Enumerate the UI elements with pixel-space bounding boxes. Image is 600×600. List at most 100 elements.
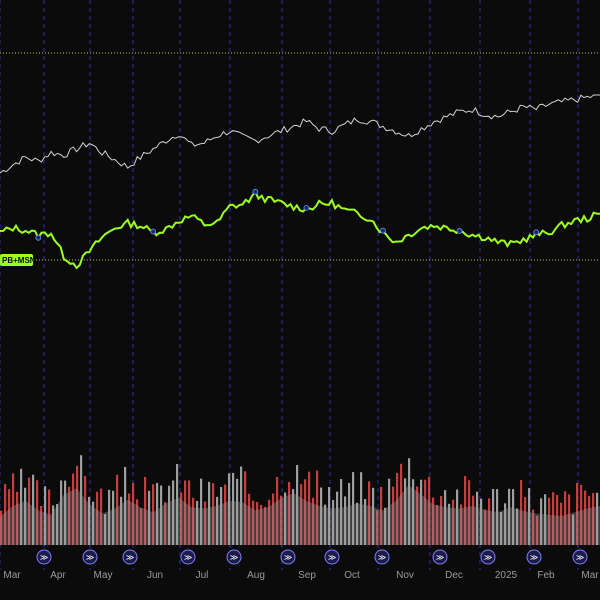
volume-bar-107 — [428, 476, 431, 545]
volume-bar-76 — [304, 479, 307, 545]
volume-bar-67 — [268, 499, 271, 545]
series-line-primary — [0, 94, 600, 174]
x-tick-label-12: Mar — [581, 570, 599, 581]
volume-bar-75 — [300, 484, 303, 545]
volume-bar-71 — [284, 492, 287, 545]
volume-bar-38 — [152, 484, 155, 545]
volume-bar-141 — [564, 491, 567, 545]
volume-bar-1 — [4, 484, 7, 545]
event-marker-label-7: ≫ — [378, 553, 386, 562]
volume-bar-94 — [376, 510, 379, 545]
event-marker-label-11: ≫ — [576, 553, 584, 562]
volume-bar-21 — [84, 476, 87, 545]
x-tick-label-11: Feb — [537, 570, 555, 581]
volume-bar-10 — [40, 506, 43, 545]
x-tick-label-5: Aug — [247, 570, 265, 581]
volume-bar-53 — [212, 483, 215, 545]
volume-bar-12 — [48, 489, 51, 545]
volume-bar-90 — [360, 472, 363, 545]
volume-bar-114 — [456, 489, 459, 545]
volume-bar-74 — [296, 465, 299, 545]
volume-bar-142 — [568, 494, 571, 545]
volume-bar-112 — [448, 503, 451, 545]
volume-bar-57 — [228, 473, 231, 545]
volume-bar-120 — [480, 498, 483, 545]
volume-bar-109 — [436, 504, 439, 545]
event-marker-4 — [226, 549, 242, 565]
volume-bar-19 — [76, 465, 79, 545]
volume-bar-146 — [584, 490, 587, 545]
volume-bar-51 — [204, 501, 207, 545]
volume-bar-122 — [488, 498, 491, 545]
volume-bar-99 — [396, 472, 399, 545]
volume-bar-15 — [60, 480, 63, 545]
volume-bar-69 — [276, 477, 279, 545]
series-marker-3 — [303, 204, 310, 211]
volume-bar-79 — [316, 470, 319, 545]
volume-bar-50 — [200, 478, 203, 545]
volume-bar-63 — [252, 500, 255, 545]
x-tick-label-6: Sep — [298, 570, 316, 581]
event-marker-label-4: ≫ — [230, 553, 238, 562]
volume-bar-14 — [56, 504, 59, 545]
volume-bar-5 — [20, 468, 23, 545]
volume-bar-30 — [120, 496, 123, 545]
volume-bar-81 — [324, 504, 327, 545]
volume-bar-136 — [544, 494, 547, 545]
volume-bar-16 — [64, 480, 67, 545]
event-marker-label-0: ≫ — [40, 553, 48, 562]
series-marker-0 — [35, 234, 42, 241]
volume-bar-133 — [532, 509, 535, 545]
volume-bar-111 — [444, 490, 447, 545]
volume-bar-130 — [520, 479, 523, 545]
series-marker-2 — [252, 188, 259, 195]
volume-bar-134 — [536, 515, 539, 545]
x-tick-label-0: Mar — [3, 570, 21, 581]
series-marker-1 — [150, 228, 157, 235]
volume-bar-110 — [440, 496, 443, 545]
volume-bar-137 — [548, 497, 551, 545]
x-tick-label-3: Jun — [147, 570, 163, 581]
volume-bar-68 — [272, 493, 275, 545]
event-marker-11 — [572, 549, 588, 565]
volume-bar-86 — [344, 496, 347, 545]
volume-bar-87 — [348, 482, 351, 545]
volume-bar-108 — [432, 497, 435, 545]
volume-bar-138 — [552, 492, 555, 545]
x-tick-label-7: Oct — [344, 570, 360, 581]
volume-bar-36 — [144, 476, 147, 545]
volume-bar-82 — [328, 487, 331, 545]
volume-bar-4 — [16, 491, 19, 545]
volume-bar-64 — [256, 502, 259, 545]
volume-bar-46 — [184, 480, 187, 545]
event-marker-8 — [432, 549, 448, 565]
volume-bar-129 — [516, 508, 519, 545]
event-marker-7 — [374, 549, 390, 565]
volume-bar-3 — [12, 473, 15, 545]
volume-bar-125 — [500, 512, 503, 545]
volume-bar-98 — [392, 486, 395, 545]
volume-bar-88 — [352, 472, 355, 545]
event-marker-5 — [280, 549, 296, 565]
volume-bar-25 — [100, 488, 103, 545]
volume-bar-144 — [576, 483, 579, 545]
volume-bar-73 — [292, 489, 295, 545]
volume-bar-128 — [512, 489, 515, 545]
volume-bar-32 — [128, 493, 131, 545]
volume-bar-26 — [104, 514, 107, 545]
volume-bar-58 — [232, 472, 235, 545]
volume-bar-119 — [476, 491, 479, 545]
volume-bar-29 — [116, 474, 119, 545]
volume-bar-115 — [460, 504, 463, 545]
event-marker-label-9: ≫ — [484, 553, 492, 562]
event-marker-6 — [324, 549, 340, 565]
volume-bar-70 — [280, 495, 283, 545]
volume-bar-113 — [452, 499, 455, 545]
volume-bar-104 — [416, 486, 419, 545]
x-tick-label-1: Apr — [50, 570, 66, 581]
volume-bar-43 — [172, 480, 175, 545]
event-marker-label-5: ≫ — [284, 553, 292, 562]
volume-bar-100 — [400, 463, 403, 545]
volume-bar-117 — [468, 480, 471, 545]
volume-bar-135 — [540, 498, 543, 545]
